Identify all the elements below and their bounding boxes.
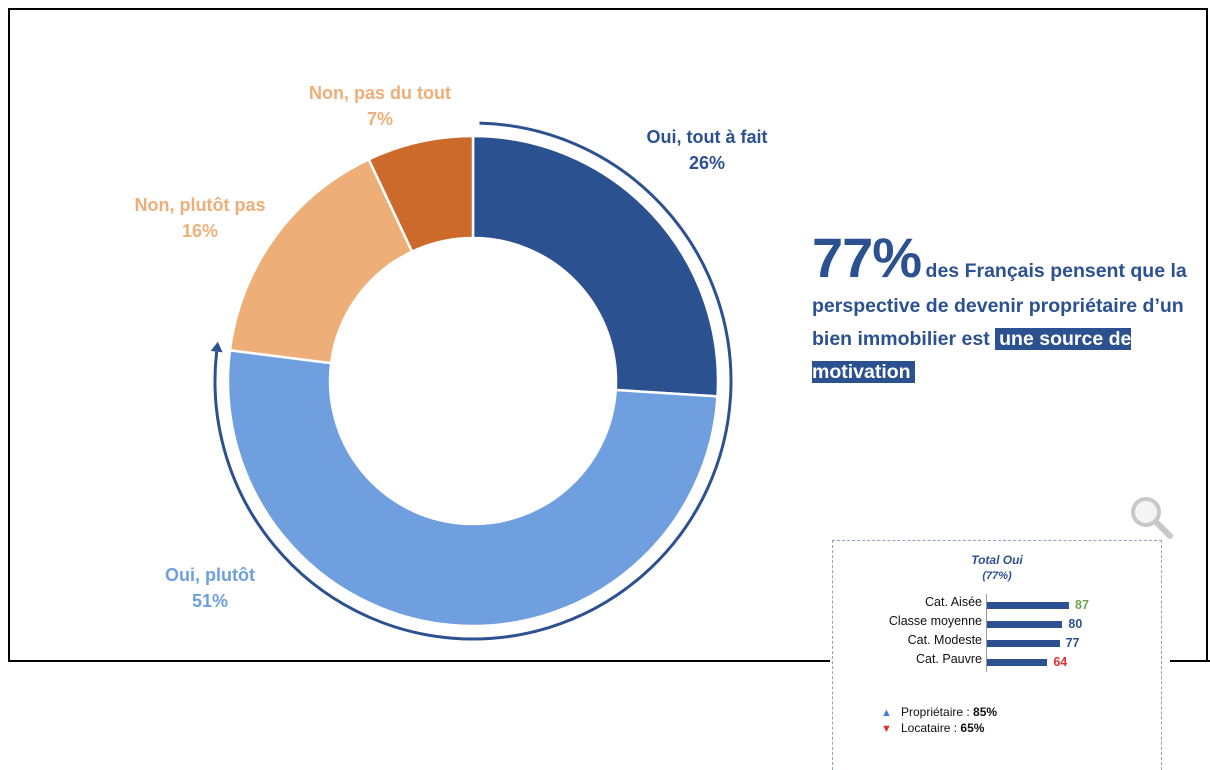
bar-value-cat-aisee: 87: [1075, 598, 1089, 612]
detail-title: Total Oui: [832, 553, 1162, 567]
bar-label-classe-moyenne: Classe moyenne: [852, 614, 982, 628]
legend-proprietaire: ▲ Propriétaire : 85%: [881, 705, 997, 719]
segment-label-non-pas-du-tout: Non, pas du tout 7%: [280, 80, 480, 132]
bar-label-cat-pauvre: Cat. Pauvre: [852, 652, 982, 666]
legend-value: 65%: [960, 721, 984, 735]
up-triangle-icon: ▲: [881, 707, 893, 719]
bar-cat-aisee: [987, 602, 1069, 609]
bar-value-classe-moyenne: 80: [1068, 617, 1082, 631]
bar-value-cat-pauvre: 64: [1053, 655, 1067, 669]
arrow-head-icon: [211, 342, 223, 353]
frame-bottom-edge-right: [1170, 660, 1210, 662]
legend-value: 85%: [973, 705, 997, 719]
down-triangle-icon: ▼: [881, 723, 893, 735]
bar-cat-modeste: [987, 640, 1060, 647]
segment-value: 7%: [280, 106, 480, 132]
segment-value: 16%: [102, 218, 298, 244]
bar-classe-moyenne: [987, 621, 1062, 628]
segment-label-non-plutot-pas: Non, plutôt pas 16%: [102, 192, 298, 244]
detail-subtitle: (77%): [832, 570, 1162, 582]
magnifier-icon[interactable]: [1128, 494, 1176, 542]
segment-value: 26%: [612, 150, 802, 176]
bar-label-cat-aisee: Cat. Aisée: [852, 595, 982, 609]
segment-value: 51%: [130, 588, 290, 614]
bar-label-cat-modeste: Cat. Modeste: [852, 633, 982, 647]
segment-name: Non, pas du tout: [280, 80, 480, 106]
slice-oui-plutot: [228, 350, 718, 626]
segment-label-oui-plutot: Oui, plutôt 51%: [130, 562, 290, 614]
headline-percentage: 77%: [812, 226, 921, 289]
headline-block: 77% des Français pensent que la perspect…: [812, 226, 1202, 389]
bar-cat-pauvre: [987, 659, 1047, 666]
segment-name: Oui, plutôt: [130, 562, 290, 588]
bar-axis: [986, 594, 987, 672]
frame-bottom-edge: [8, 660, 830, 662]
bar-value-cat-modeste: 77: [1066, 636, 1080, 650]
segment-name: Non, plutôt pas: [102, 192, 298, 218]
segment-name: Oui, tout à fait: [612, 124, 802, 150]
segment-label-oui-tout-a-fait: Oui, tout à fait 26%: [612, 124, 802, 176]
legend-locataire: ▼ Locataire : 65%: [881, 721, 984, 735]
legend-label: Propriétaire :: [901, 705, 970, 719]
legend-label: Locataire :: [901, 721, 957, 735]
